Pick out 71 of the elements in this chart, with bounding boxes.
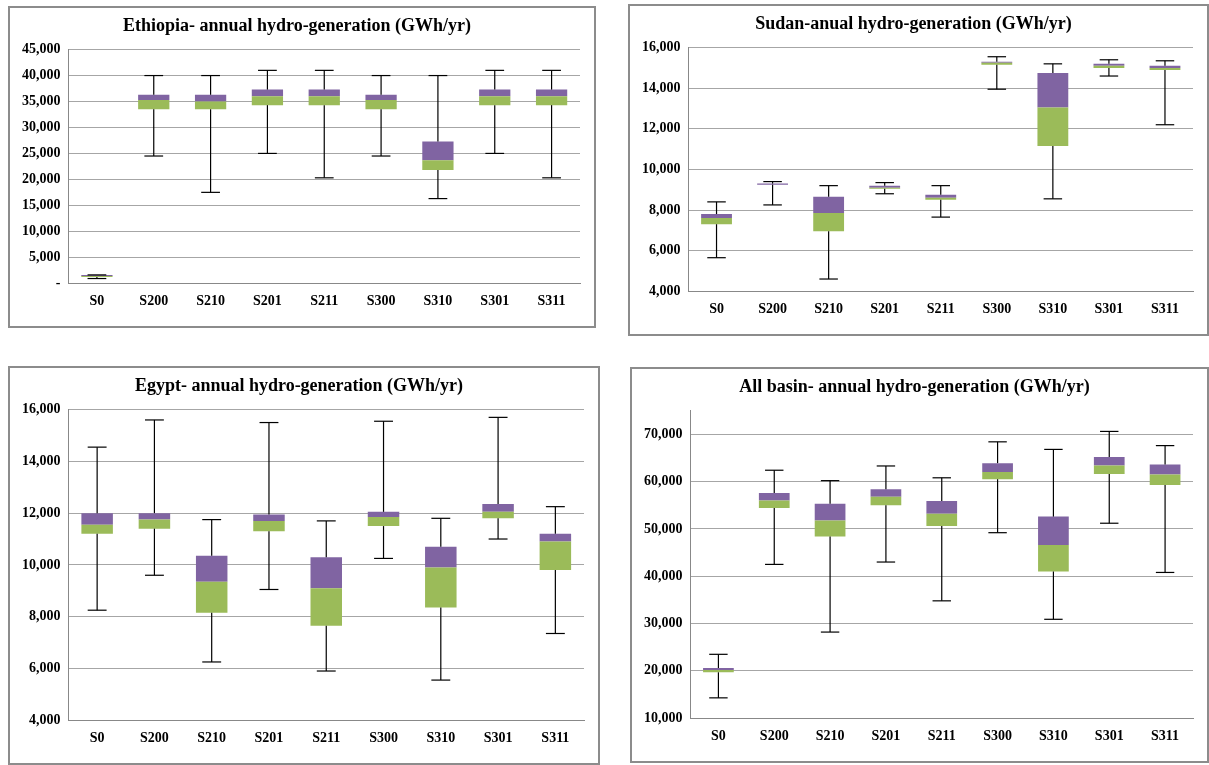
x-tick-label: S210 [814, 301, 844, 317]
y-tick-label: 6,000 [649, 242, 681, 258]
y-tick-label: 35,000 [22, 93, 61, 109]
x-tick-label: S0 [89, 730, 105, 746]
x-tick-label: S201 [253, 293, 282, 309]
y-tick-label: 60,000 [644, 473, 683, 489]
y-tick-label: 16,000 [642, 39, 681, 55]
x-tick-label: S211 [310, 293, 339, 309]
y-tick-label: 8,000 [29, 608, 61, 624]
y-tick-label: 16,000 [22, 401, 61, 417]
y-tick-label: 40,000 [644, 567, 683, 583]
y-tick-label: 15,000 [22, 196, 61, 212]
x-tick-label: S300 [369, 730, 398, 746]
chart-title: All basin- annual hydro-generation (GWh/yr) [739, 376, 1090, 398]
y-tick-label: 4,000 [29, 711, 61, 727]
x-tick-label: S310 [1038, 301, 1068, 317]
y-tick-label: 5,000 [29, 248, 61, 264]
y-tick-label: 10,000 [22, 556, 61, 572]
y-tick-label: 12,000 [642, 120, 681, 136]
x-tick-label: S200 [140, 730, 169, 746]
x-tick-label: S301 [483, 730, 513, 746]
x-tick-label: S210 [815, 728, 845, 744]
x-tick-label: S301 [1094, 301, 1124, 317]
x-tick-label: S301 [1094, 728, 1124, 744]
y-tick-label: - [55, 274, 61, 290]
y-tick-label: 30,000 [644, 615, 683, 631]
x-tick-label: S300 [982, 301, 1012, 317]
x-tick-label: S311 [1151, 728, 1180, 744]
x-tick-label: S0 [709, 301, 724, 317]
x-tick-label: S0 [89, 293, 105, 309]
x-tick-label: S210 [197, 730, 227, 746]
y-tick-label: 30,000 [22, 119, 61, 135]
x-tick-label: S311 [1150, 301, 1179, 317]
x-tick-label: S311 [541, 730, 570, 746]
x-tick-label: S201 [870, 301, 900, 317]
chart-title: Egypt- annual hydro-generation (GWh/yr) [134, 375, 464, 397]
x-tick-label: S300 [366, 293, 396, 309]
x-tick-label: S201 [254, 730, 284, 746]
x-tick-label: S210 [196, 293, 225, 309]
y-tick-label: 14,000 [22, 452, 61, 468]
x-tick-label: S311 [537, 293, 566, 309]
x-tick-label: S301 [480, 293, 510, 309]
x-tick-label: S200 [139, 293, 169, 309]
y-tick-label: 25,000 [22, 145, 61, 161]
x-tick-label: S0 [711, 728, 726, 744]
y-tick-label: 10,000 [22, 222, 61, 238]
y-tick-label: 20,000 [22, 170, 61, 186]
y-tick-label: 14,000 [642, 79, 681, 95]
y-tick-label: 40,000 [22, 67, 61, 83]
y-tick-label: 20,000 [644, 662, 683, 678]
y-tick-label: 45,000 [22, 41, 61, 57]
x-tick-label: S211 [312, 730, 341, 746]
y-tick-label: 6,000 [29, 660, 61, 676]
y-tick-label: 4,000 [649, 282, 681, 298]
x-tick-label: S310 [423, 293, 453, 309]
x-tick-label: S201 [871, 728, 901, 744]
x-tick-label: S200 [758, 301, 787, 317]
y-tick-label: 50,000 [644, 520, 683, 536]
x-tick-label: S211 [927, 728, 956, 744]
chart-title: Ethiopia- annual hydro-generation (GWh/yr) [122, 15, 472, 37]
y-tick-label: 12,000 [22, 504, 61, 520]
y-tick-label: 10,000 [644, 709, 683, 725]
x-tick-label: S300 [983, 728, 1012, 744]
y-tick-label: 10,000 [642, 161, 681, 177]
x-tick-label: S211 [926, 301, 955, 317]
y-tick-label: 70,000 [644, 425, 683, 441]
x-tick-label: S310 [426, 730, 456, 746]
x-tick-label: S200 [759, 728, 789, 744]
x-tick-label: S310 [1039, 728, 1068, 744]
chart-title: Sudan-anual hydro-generation (GWh/yr) [755, 13, 1072, 35]
y-tick-label: 8,000 [649, 201, 681, 217]
